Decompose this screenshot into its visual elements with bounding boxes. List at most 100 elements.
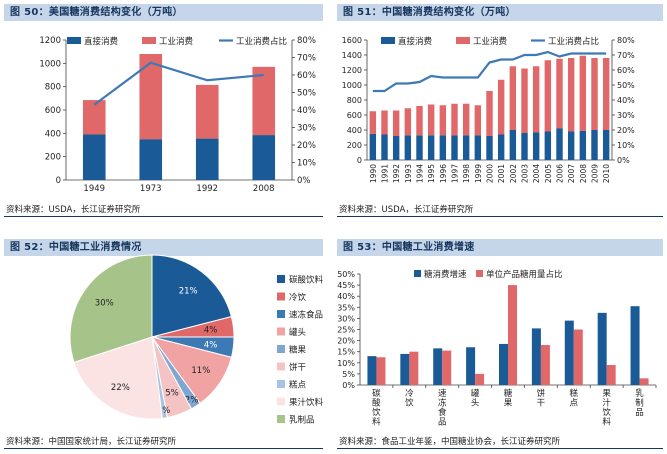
legend-swatch-6 <box>277 380 285 388</box>
bar-direct-1993 <box>404 135 412 160</box>
x-tick-label: 1993 <box>404 164 413 183</box>
legend-entry: 果汁饮料 <box>289 397 324 408</box>
fig52-source: 资料来源：中国国家统计局，长江证券研究所 <box>6 437 177 447</box>
x-tick-label: 2001 <box>497 164 506 183</box>
y2-tick-label: 50% <box>617 81 635 90</box>
x-tick-label: 2005 <box>544 164 553 183</box>
legend-swatch-0 <box>277 275 285 283</box>
legend-swatch-1 <box>277 292 285 301</box>
x-tick-label: 1998 <box>462 164 471 183</box>
y-tick-label: 35% <box>337 303 355 312</box>
bar-direct-1999 <box>474 135 482 160</box>
y-tick-label: 600 <box>45 106 61 116</box>
bar-direct-1994 <box>416 135 423 160</box>
y2-tick-label: 70% <box>297 54 316 64</box>
y-tick-label: 0 <box>357 156 362 165</box>
y-tick-label: 600 <box>347 111 362 120</box>
legend-entry: 乳制品 <box>289 415 315 426</box>
y2-tick-label: 10% <box>617 141 635 150</box>
fig51-rule <box>337 216 663 217</box>
bar-0-碳酸饮料 <box>367 356 377 385</box>
bar-1-冷饮 <box>409 351 419 385</box>
bar-industrial-1995 <box>427 104 435 136</box>
bar-direct-2008 <box>579 130 587 160</box>
bar-direct-1996 <box>439 135 447 160</box>
y2-tick-label: 0% <box>617 156 630 165</box>
y-tick-label: 10% <box>337 359 355 368</box>
y2-tick-label: 80% <box>297 36 316 46</box>
legend-entry: 碳酸饮料 <box>289 275 324 286</box>
x-tick-label: 1992 <box>392 164 401 183</box>
legend-entry: 直接消费 <box>84 36 119 47</box>
pie-value-label: 11% <box>191 366 210 376</box>
bar-direct-1997 <box>451 135 458 160</box>
y-tick-label: 0% <box>342 381 355 390</box>
bar-1-罐头 <box>475 373 485 385</box>
bar-direct-1990 <box>369 133 377 160</box>
bar-direct-2005 <box>544 131 552 160</box>
bar-0-罐头 <box>466 347 476 385</box>
bar-industrial-1996 <box>439 105 447 136</box>
x-tick-label: 1973 <box>140 184 162 194</box>
legend-swatch-1 <box>476 270 483 277</box>
bar-0-饼干 <box>531 328 541 385</box>
bar-industrial-1999 <box>474 105 482 136</box>
bar-0-乳制品 <box>630 306 640 385</box>
bar-direct-2008 <box>252 135 276 180</box>
bar-direct-1991 <box>381 134 388 160</box>
pie-value-label: 21% <box>179 286 198 296</box>
fig50-title: 图 50：美国糖消费结构变化（万吨） <box>4 4 323 21</box>
y2-tick-label: 40% <box>297 106 316 116</box>
bar-direct-2000 <box>486 136 493 160</box>
bar-industrial-1998 <box>462 103 470 136</box>
bar-direct-2004 <box>532 132 540 160</box>
y-tick-label: 400 <box>45 129 61 139</box>
bar-direct-2003 <box>521 133 528 160</box>
y-tick-label: 5% <box>342 370 355 379</box>
x-tick-label: 速冻食品 <box>438 389 447 428</box>
legend-entry: 工业消费占比 <box>548 36 599 47</box>
y2-tick-label: 10% <box>297 159 316 169</box>
x-tick-label: 糖果 <box>504 388 513 409</box>
y-tick-label: 400 <box>347 126 362 135</box>
pie-slice-7 <box>73 336 163 420</box>
bar-industrial-2006 <box>556 58 563 129</box>
legend-swatch-5 <box>277 362 285 371</box>
legend-entry: 单位产品糖用量占比 <box>486 269 563 280</box>
bar-1-碳酸饮料 <box>376 357 386 385</box>
bar-direct-2006 <box>556 128 563 160</box>
fig52-title: 图 52：中国糖工业消费情况 <box>4 239 323 256</box>
y2-tick-label: 50% <box>297 89 316 99</box>
legend-entry: 糖消费增速 <box>424 269 467 280</box>
legend-entry: 工业消费 <box>159 36 194 47</box>
x-tick-label: 1991 <box>381 164 390 183</box>
y2-tick-label: 20% <box>617 126 635 135</box>
y-tick-label: 20% <box>337 337 355 346</box>
x-tick-label: 2002 <box>509 164 518 183</box>
y-tick-label: 200 <box>45 153 61 163</box>
x-tick-label: 罐头 <box>471 388 480 409</box>
y-tick-label: 1200 <box>342 66 362 75</box>
y2-tick-label: 60% <box>297 71 316 81</box>
x-tick-label: 1996 <box>439 164 448 183</box>
bar-1-糕点 <box>573 329 583 385</box>
legend-entry: 罐头 <box>289 327 307 338</box>
legend-swatch-0 <box>67 37 81 44</box>
y2-tick-label: 80% <box>617 36 635 45</box>
x-tick-label: 果汁饮料 <box>602 389 611 428</box>
x-tick-label: 1992 <box>196 184 218 194</box>
fig51-title: 图 51：中国糖消费结构变化（万吨） <box>337 4 663 21</box>
bar-direct-1992 <box>195 138 219 180</box>
y-tick-label: 1000 <box>342 81 362 90</box>
pie-slice-0 <box>151 254 233 338</box>
y-tick-label: 1600 <box>342 36 362 45</box>
bar-industrial-1949 <box>82 100 106 135</box>
series-line-share <box>372 50 607 93</box>
x-tick-label: 乳制品 <box>635 388 644 418</box>
y2-tick-label: 20% <box>297 141 316 151</box>
y-tick-label: 800 <box>347 96 362 105</box>
bar-industrial-2004 <box>532 66 540 133</box>
y-tick-label: 15% <box>337 348 355 357</box>
